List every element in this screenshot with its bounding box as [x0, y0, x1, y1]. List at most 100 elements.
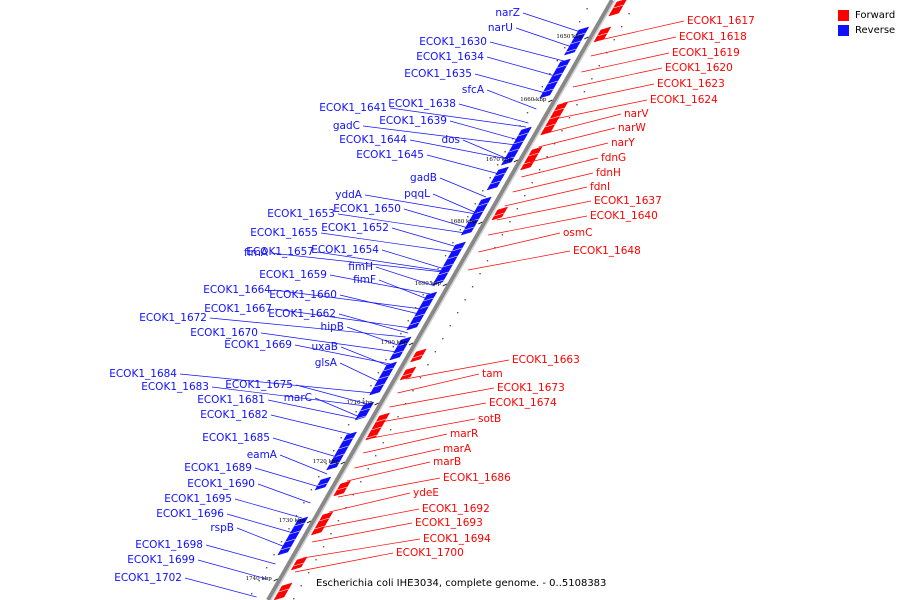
reverse-gene-ecok1-1682[interactable]: ECOK1_1682 — [200, 409, 351, 435]
forward-strand-dot — [367, 468, 369, 470]
reverse-gene-ecok1-1696[interactable]: ECOK1_1696 — [156, 508, 294, 534]
reverse-gene-naru[interactable]: narU — [488, 22, 573, 48]
forward-gene-leader-line — [467, 250, 571, 271]
reverse-gene-ecok1-1650[interactable]: ECOK1_1650 — [333, 203, 469, 229]
forward-gene-nary[interactable]: narY — [529, 137, 635, 163]
forward-gene-narv[interactable]: narV — [546, 108, 650, 134]
reverse-gene-ecok1-1695[interactable]: ECOK1_1695 — [164, 493, 302, 519]
reverse-gene-ecok1-1635[interactable]: ECOK1_1635 — [404, 68, 546, 94]
reverse-gene-narz[interactable]: narZ — [495, 7, 581, 33]
forward-gene-fdni[interactable]: fdnI — [504, 181, 610, 207]
forward-gene-ecok1-1693[interactable]: ECOK1_1693 — [312, 517, 483, 543]
reverse-gene-label: ECOK1_1639 — [379, 115, 447, 127]
reverse-gene-ecok1-1641[interactable]: ECOK1_1641 — [319, 102, 527, 128]
forward-gene-sotb[interactable]: sotB — [371, 413, 501, 439]
forward-gene-fdng[interactable]: fdnG — [521, 152, 626, 178]
reverse-gene-ecok1-1645[interactable]: ECOK1_1645 — [356, 149, 500, 175]
reverse-gene-block-divider — [477, 202, 488, 207]
reverse-gene-rspb[interactable]: rspB — [210, 522, 286, 548]
forward-strand-dot — [442, 338, 444, 340]
reverse-gene-pqql[interactable]: pqqL — [404, 188, 477, 214]
forward-gene-fdnh[interactable]: fdnH — [512, 167, 621, 193]
reverse-gene-eama[interactable]: eamA — [247, 449, 328, 475]
reverse-gene-ecok1-1634[interactable]: ECOK1_1634 — [416, 51, 556, 77]
reverse-gene-marc[interactable]: marC — [284, 392, 360, 418]
reverse-gene-ecok1-1685[interactable]: ECOK1_1685 — [202, 432, 337, 458]
reverse-gene-ecok1-1672[interactable]: ECOK1_1672 — [139, 312, 406, 338]
reverse-gene-ecok1-1702[interactable]: ECOK1_1702 — [114, 572, 257, 598]
forward-gene-narw[interactable]: narW — [538, 122, 647, 148]
reverse-gene-ecok1-1653[interactable]: ECOK1_1653 — [267, 208, 466, 234]
reverse-gene-ecok1-1684[interactable]: ECOK1_1684 — [109, 368, 374, 394]
reverse-gene-ecok1-1664[interactable]: ECOK1_1664 — [203, 284, 422, 310]
forward-gene-ecok1-1648[interactable]: ECOK1_1648 — [467, 245, 641, 271]
forward-gene-marb[interactable]: marB — [347, 456, 461, 482]
forward-gene-ecok1-1663[interactable]: ECOK1_1663 — [405, 354, 580, 380]
reverse-gene-ecok1-1690[interactable]: ECOK1_1690 — [187, 478, 311, 504]
reverse-gene-ecok1-1638[interactable]: ECOK1_1638 — [388, 98, 529, 124]
forward-gene-ecok1-1673[interactable]: ECOK1_1673 — [389, 382, 565, 408]
reverse-gene-leader-line — [362, 125, 516, 146]
forward-gene-ecok1-1700[interactable]: ECOK1_1700 — [294, 547, 464, 573]
forward-gene-ecok1-1617[interactable]: ECOK1_1617 — [599, 15, 755, 41]
forward-gene-osmc[interactable]: osmC — [478, 227, 592, 253]
forward-gene-ecok1-1640[interactable]: ECOK1_1640 — [488, 210, 658, 236]
reverse-gene-block-divider — [423, 297, 434, 302]
reverse-gene-hipb[interactable]: hipB — [321, 321, 401, 347]
reverse-gene-ecok1-1630[interactable]: ECOK1_1630 — [419, 36, 564, 62]
reverse-gene-block-3 — [486, 166, 510, 191]
reverse-gene-dos[interactable]: dos — [441, 134, 508, 160]
reverse-gene-ecok1-1654[interactable]: ECOK1_1654 — [311, 244, 445, 270]
forward-gene-block-divider — [494, 212, 505, 217]
forward-gene-ecok1-1674[interactable]: ECOK1_1674 — [380, 397, 557, 423]
reverse-gene-ecok1-1644[interactable]: ECOK1_1644 — [339, 134, 508, 160]
reverse-gene-gadb[interactable]: gadB — [410, 172, 487, 198]
forward-gene-ecok1-1694[interactable]: ECOK1_1694 — [302, 533, 491, 559]
reverse-gene-ecok1-1675[interactable]: ECOK1_1675 — [225, 379, 368, 405]
forward-gene-ecok1-1692[interactable]: ECOK1_1692 — [320, 503, 490, 529]
reverse-gene-ecok1-1659[interactable]: ECOK1_1659 — [259, 269, 431, 295]
reverse-strand-dot — [385, 359, 387, 361]
reverse-gene-sfca[interactable]: sfcA — [462, 84, 537, 110]
reverse-gene-ecok1-1660[interactable]: ECOK1_1660 — [269, 289, 419, 315]
reverse-gene-block-divider — [543, 88, 554, 93]
forward-gene-ecok1-1624[interactable]: ECOK1_1624 — [554, 94, 718, 120]
reverse-gene-block-divider — [360, 407, 371, 412]
reverse-gene-ecok1-1670[interactable]: ECOK1_1670 — [190, 327, 398, 353]
legend-label-reverse: Reverse — [855, 25, 896, 36]
reverse-gene-fimf[interactable]: fimF — [353, 274, 428, 300]
forward-gene-ydee[interactable]: ydeE — [329, 487, 439, 513]
reverse-gene-gadc[interactable]: gadC — [333, 120, 516, 146]
reverse-gene-ecok1-1667[interactable]: ECOK1_1667 — [204, 303, 411, 329]
reverse-gene-ecok1-1669[interactable]: ECOK1_1669 — [224, 339, 391, 365]
reverse-gene-fima[interactable]: fimA — [244, 247, 443, 273]
reverse-gene-ydda[interactable]: yddA — [335, 189, 477, 215]
reverse-gene-ecok1-1652[interactable]: ECOK1_1652 — [321, 222, 458, 248]
reverse-gene-ecok1-1698[interactable]: ECOK1_1698 — [135, 539, 276, 565]
reverse-gene-uxab[interactable]: uxaB — [311, 341, 390, 367]
forward-gene-block-divider — [278, 588, 289, 593]
reverse-gene-block-divider — [280, 546, 291, 551]
forward-gene-marr[interactable]: marR — [363, 428, 478, 454]
forward-gene-ecok1-1618[interactable]: ECOK1_1618 — [590, 31, 747, 57]
forward-gene-leader-line — [478, 232, 561, 253]
forward-gene-ecok1-1637[interactable]: ECOK1_1637 — [496, 195, 662, 221]
reverse-gene-ecok1-1689[interactable]: ECOK1_1689 — [184, 462, 320, 488]
forward-gene-tam[interactable]: tam — [397, 368, 503, 394]
reverse-gene-ecok1-1699[interactable]: ECOK1_1699 — [127, 554, 268, 580]
reverse-gene-ecok1-1681[interactable]: ECOK1_1681 — [197, 394, 359, 420]
forward-gene-mara[interactable]: marA — [354, 443, 472, 469]
reverse-gene-ecok1-1683[interactable]: ECOK1_1683 — [141, 381, 367, 407]
forward-gene-ecok1-1620[interactable]: ECOK1_1620 — [572, 62, 733, 88]
reverse-gene-ecok1-1657[interactable]: ECOK1_1657 — [246, 246, 444, 272]
reverse-gene-leader-line — [486, 89, 537, 110]
forward-gene-ecok1-1623[interactable]: ECOK1_1623 — [563, 78, 725, 104]
forward-gene-ecok1-1686[interactable]: ECOK1_1686 — [337, 472, 511, 498]
reverse-gene-glsa[interactable]: glsA — [315, 357, 381, 383]
reverse-gene-ecok1-1639[interactable]: ECOK1_1639 — [379, 115, 519, 141]
reverse-gene-fimh[interactable]: fimH — [348, 261, 435, 287]
reverse-gene-ecok1-1655[interactable]: ECOK1_1655 — [250, 227, 455, 253]
reverse-gene-ecok1-1662[interactable]: ECOK1_1662 — [268, 308, 409, 334]
legend-item-forward: Forward — [838, 8, 895, 23]
forward-gene-ecok1-1619[interactable]: ECOK1_1619 — [581, 47, 740, 73]
